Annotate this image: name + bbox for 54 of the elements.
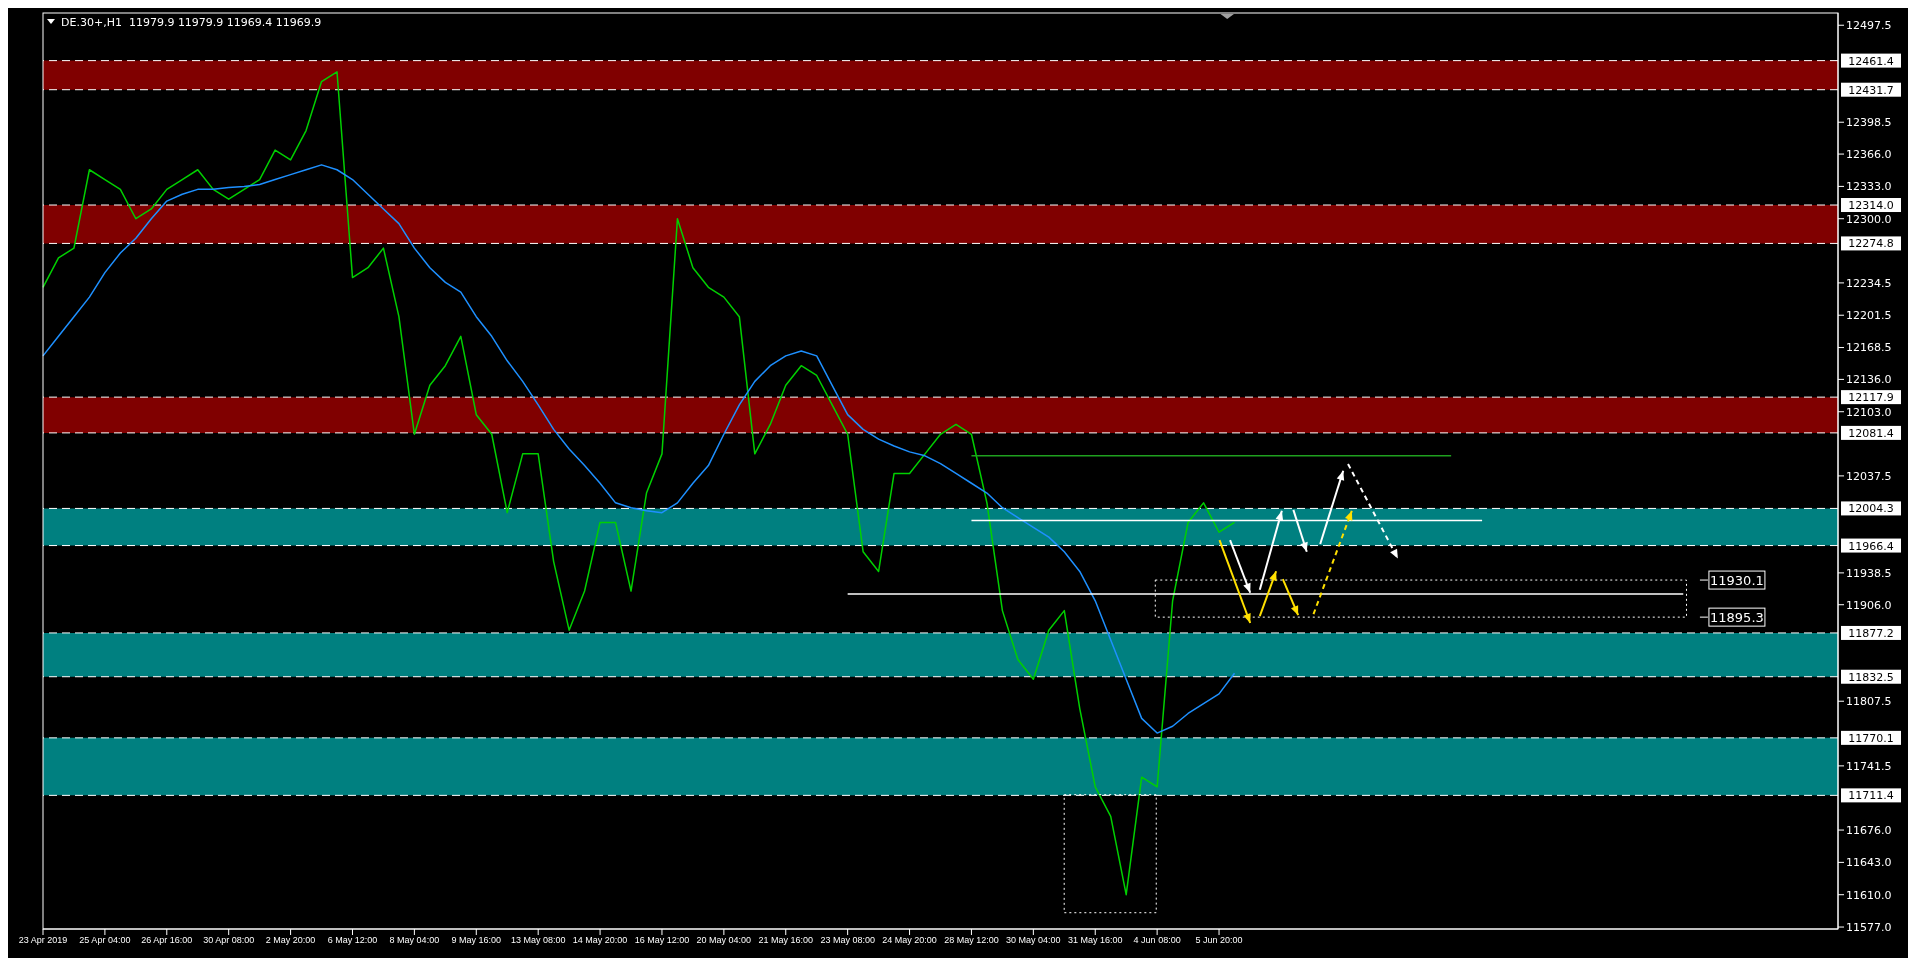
chart-title: DE.30+,H1 11979.9 11979.9 11969.4 11969.9: [61, 16, 322, 29]
ref-line-label: 12314.0: [1848, 199, 1894, 213]
x-tick-label: 13 May 08:00: [510, 935, 566, 946]
y-tick-label: 11577.0: [1846, 920, 1892, 934]
y-tick-label: 12103.0: [1846, 405, 1892, 419]
y-tick-label: 11741.5: [1846, 759, 1892, 773]
y-tick-label: 12037.5: [1846, 469, 1892, 483]
x-tick-label: 8 May 04:00: [389, 935, 440, 946]
y-tick-label: 12497.5: [1846, 19, 1892, 33]
y-tick-label: 11676.0: [1846, 823, 1892, 837]
y-tick-label: 11938.5: [1846, 566, 1892, 580]
ref-line-label: 11966.4: [1848, 539, 1894, 553]
y-tick-label: 12398.5: [1846, 116, 1892, 130]
x-tick-label: 25 Apr 04:00: [79, 935, 131, 946]
x-tick-label: 16 May 12:00: [634, 935, 690, 946]
ref-line-label: 12274.8: [1848, 237, 1894, 251]
ref-line-label: 11877.2: [1848, 626, 1894, 640]
y-tick-label: 11906.0: [1846, 598, 1892, 612]
x-tick-label: 26 Apr 16:00: [141, 935, 193, 946]
x-tick-label: 4 Jun 08:00: [1133, 935, 1181, 946]
y-tick-label: 11643.0: [1846, 856, 1892, 870]
ref-line-label: 12081.4: [1848, 426, 1894, 440]
x-tick-label: 23 Apr 2019: [18, 935, 68, 946]
x-tick-label: 5 Jun 20:00: [1195, 935, 1243, 946]
y-tick-label: 12333.0: [1846, 180, 1892, 194]
y-tick-label: 12136.0: [1846, 373, 1892, 387]
ref-line-label: 11770.1: [1848, 731, 1894, 745]
x-tick-label: 30 May 04:00: [1006, 935, 1061, 946]
y-tick-label: 12201.5: [1846, 309, 1892, 323]
y-tick-label: 12300.0: [1846, 212, 1892, 226]
y-tick-label: 12168.5: [1846, 341, 1892, 355]
x-tick-label: 20 May 04:00: [696, 935, 752, 946]
x-tick-label: 31 May 16:00: [1067, 935, 1123, 946]
y-tick-label: 12366.0: [1846, 147, 1892, 161]
x-tick-label: 21 May 16:00: [758, 935, 814, 946]
annotation: 11895.3: [1710, 610, 1764, 626]
x-tick-label: 30 Apr 08:00: [203, 935, 255, 946]
ref-line-label: 11832.5: [1848, 670, 1894, 684]
y-tick-label: 11610.0: [1846, 888, 1892, 902]
ref-line-label: 12004.3: [1848, 502, 1894, 516]
y-tick-label: 12234.5: [1846, 276, 1892, 290]
x-tick-label: 28 May 12:00: [944, 935, 999, 946]
ref-line-label: 12461.4: [1848, 54, 1894, 68]
ref-line-label: 11711.4: [1848, 789, 1894, 803]
x-tick-label: 6 May 12:00: [327, 935, 378, 946]
x-tick-label: 9 May 16:00: [451, 935, 502, 946]
x-tick-label: 14 May 20:00: [572, 935, 628, 946]
ref-line-label: 12117.9: [1848, 391, 1894, 405]
annotation: 11930.1: [1710, 573, 1764, 589]
x-tick-label: 24 May 20:00: [882, 935, 937, 946]
x-tick-label: 2 May 20:00: [265, 935, 316, 946]
x-tick-label: 23 May 08:00: [820, 935, 875, 946]
ref-line-label: 12431.7: [1848, 83, 1894, 97]
y-tick-label: 11807.5: [1846, 695, 1892, 709]
